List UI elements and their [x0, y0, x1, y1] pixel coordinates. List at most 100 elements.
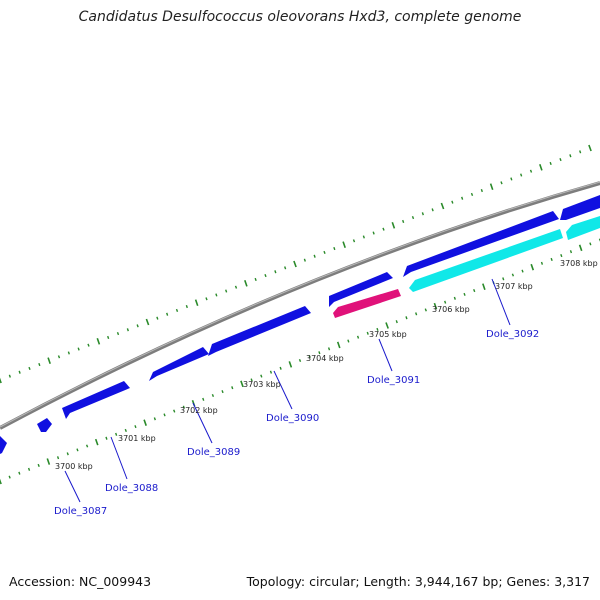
gene-label[interactable]: Dole_3091 [367, 375, 420, 386]
major-tick [539, 164, 543, 171]
minor-tick [163, 413, 166, 417]
minor-tick [231, 386, 234, 390]
minor-tick [279, 366, 282, 370]
minor-tick [411, 216, 415, 220]
minor-tick [395, 320, 398, 324]
major-tick [588, 144, 592, 152]
minor-tick [463, 292, 466, 296]
minor-tick [511, 273, 515, 277]
genome-backbone-highlight [0, 181, 600, 428]
minor-tick [134, 425, 137, 429]
minor-tick [405, 316, 408, 320]
minor-tick [318, 351, 321, 355]
major-tick [385, 322, 389, 329]
major-tick [145, 318, 150, 326]
minor-tick [182, 405, 185, 409]
minor-tick [500, 181, 503, 185]
outer-tick-ring [0, 144, 592, 384]
minor-tick [540, 261, 544, 265]
kbp-label: 3702 kbp [180, 406, 218, 415]
kbp-label: 3700 kbp [55, 462, 93, 471]
minor-tick [124, 428, 127, 433]
minor-tick [372, 231, 375, 235]
minor-tick [8, 475, 11, 479]
minor-tick [115, 432, 118, 436]
minor-tick [284, 266, 287, 270]
minor-tick [57, 355, 61, 359]
minor-tick [303, 258, 306, 262]
major-tick [482, 283, 486, 290]
gene-leader-lines [64, 278, 511, 503]
minor-tick [264, 274, 267, 278]
minor-tick [298, 358, 302, 363]
minor-tick [550, 257, 553, 262]
minor-tick [402, 219, 405, 224]
minor-tick [87, 343, 90, 347]
minor-tick [323, 250, 326, 254]
minor-tick [274, 270, 277, 274]
minor-tick [185, 304, 188, 309]
minor-tick [424, 308, 427, 312]
gene-label[interactable]: Dole_3090 [266, 413, 319, 424]
kbp-label: 3701 kbp [118, 434, 156, 443]
rna-feature[interactable] [333, 289, 401, 318]
kbp-label: 3704 kbp [306, 354, 344, 363]
kbp-label: 3706 kbp [432, 305, 470, 314]
cds-feature[interactable] [208, 306, 311, 356]
minor-tick [202, 397, 205, 401]
minor-tick [589, 242, 592, 246]
gene-label[interactable]: Dole_3087 [54, 506, 107, 517]
minor-tick [66, 452, 69, 456]
minor-tick [18, 471, 21, 475]
minor-tick [76, 448, 79, 452]
genome-summary-text: Topology: circular; Length: 3,944,167 bp… [246, 574, 590, 589]
minor-tick [333, 246, 336, 251]
minor-tick [175, 308, 179, 312]
major-tick [47, 357, 51, 364]
minor-tick [211, 393, 215, 398]
cds-feature[interactable] [409, 229, 563, 292]
major-tick [96, 338, 101, 345]
minor-tick [166, 312, 169, 316]
cds-feature[interactable] [566, 216, 600, 240]
minor-tick [254, 277, 257, 282]
minor-tick [382, 227, 385, 231]
minor-tick [473, 288, 476, 293]
gene-label[interactable]: Dole_3088 [105, 483, 158, 494]
cds-feature[interactable] [0, 436, 7, 454]
major-tick [489, 183, 494, 190]
kbp-label: 3703 kbp [243, 380, 281, 389]
cds-feature[interactable] [37, 418, 52, 432]
minor-tick [205, 297, 208, 301]
kbp-label: 3705 kbp [369, 330, 407, 339]
minor-tick [107, 335, 110, 340]
accession-text: Accession: NC_009943 [9, 574, 152, 589]
minor-tick [173, 409, 176, 413]
minor-tick [444, 300, 447, 304]
minor-tick [56, 456, 60, 460]
minor-tick [38, 362, 41, 367]
minor-tick [510, 177, 513, 181]
gene-label[interactable]: Dole_3092 [486, 329, 539, 340]
minor-tick [520, 173, 523, 177]
minor-tick [221, 390, 224, 394]
cds-feature[interactable] [329, 272, 393, 307]
cds-feature[interactable] [560, 195, 600, 220]
minor-tick [67, 351, 70, 355]
major-tick [391, 222, 396, 229]
minor-tick [569, 154, 572, 158]
cds-feature[interactable] [62, 381, 130, 419]
minor-tick [569, 250, 573, 254]
major-tick [433, 302, 438, 310]
minor-tick [529, 169, 533, 173]
minor-tick [28, 366, 31, 370]
genome-backbone [0, 181, 600, 430]
cds-feature[interactable] [403, 211, 559, 277]
minor-tick [250, 378, 253, 382]
minor-tick [347, 339, 350, 343]
major-tick [342, 241, 346, 248]
minor-tick [415, 312, 418, 316]
cds-feature[interactable] [149, 347, 209, 381]
gene-label[interactable]: Dole_3089 [187, 447, 240, 458]
